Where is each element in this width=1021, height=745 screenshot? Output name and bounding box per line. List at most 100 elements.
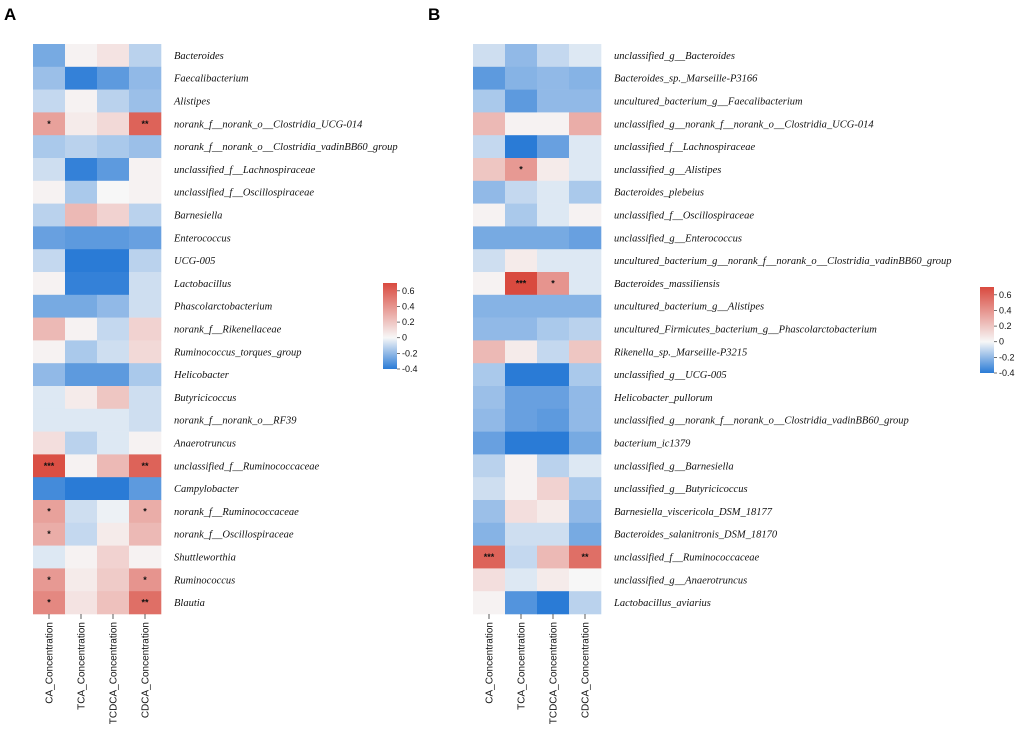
heatmap-cell: [537, 500, 570, 524]
heatmap-cell: [129, 477, 162, 501]
heatmap-cell: [505, 112, 538, 136]
row-label: uncultured_bacterium_g__norank_f__norank…: [614, 256, 952, 267]
heatmap-cell: [569, 158, 602, 182]
row-label: Blautia: [174, 598, 205, 609]
row-label: Bacteroides_massiliensis: [614, 279, 720, 290]
heatmap-cell: [505, 386, 538, 410]
row-label: unclassified_f__Oscillospiraceae: [614, 211, 754, 222]
heatmap-cell: [473, 340, 506, 364]
heatmap-cell: [505, 568, 538, 592]
heatmap-cell: [97, 226, 130, 250]
heatmap-cell: [537, 158, 570, 182]
heatmap-cell: [97, 340, 130, 364]
column-label: TCDCA_Concentration: [549, 622, 560, 724]
heatmap-cell: [129, 454, 162, 478]
heatmap-cell: [33, 477, 66, 501]
heatmap-cell: [65, 66, 98, 90]
heatmap-cell: [569, 386, 602, 410]
heatmap-cell: [65, 591, 98, 615]
row-label: Barnesiella: [174, 211, 222, 222]
row-label: uncultured_bacterium_g__Alistipes: [614, 302, 764, 313]
row-label: unclassified_f__Ruminococcaceae: [174, 461, 320, 472]
heatmap-cell: [33, 568, 66, 592]
heatmap-cell: [97, 44, 130, 68]
panel-letter-a: A: [4, 5, 16, 24]
heatmap-cell: [33, 112, 66, 136]
heatmap-cell: [97, 317, 130, 341]
row-label: Phascolarctobacterium: [173, 302, 273, 313]
heatmap-cell: [33, 44, 66, 68]
heatmap-cell: [65, 226, 98, 250]
legend-tick-label: 0.2: [402, 317, 415, 327]
heatmap-cell: [569, 89, 602, 113]
heatmap-cell: [505, 226, 538, 250]
heatmap-cell: [33, 89, 66, 113]
heatmap-cell: [97, 545, 130, 569]
heatmap-cell: [129, 66, 162, 90]
heatmap-cell: [569, 272, 602, 296]
heatmap-cell: [33, 66, 66, 90]
row-label: Helicobacter_pullorum: [613, 393, 713, 404]
heatmap-cell: [505, 454, 538, 478]
significance-mark: *: [519, 164, 523, 174]
heatmap-cell: [537, 408, 570, 432]
heatmap-cell: [65, 500, 98, 524]
heatmap-cell: [569, 226, 602, 250]
row-label: Campylobacter: [174, 484, 240, 495]
heatmap-panel-b: unclassified_g__Bacteroides Bacteroides_s…: [473, 44, 1015, 724]
heatmap-cell: [97, 477, 130, 501]
heatmap-cell: [33, 340, 66, 364]
heatmap-cell: [97, 500, 130, 524]
heatmap-cell: [569, 431, 602, 455]
column-label: TCDCA_Concentration: [109, 622, 120, 724]
heatmap-cell: [33, 408, 66, 432]
row-label: unclassified_f__Lachnospiraceae: [174, 165, 315, 176]
row-label: unclassified_g__Anaerotruncus: [614, 575, 747, 586]
column-label: CA_Concentration: [485, 622, 496, 704]
heatmap-cell: [65, 135, 98, 159]
heatmap-cell: [65, 545, 98, 569]
heatmap-cell: [505, 591, 538, 615]
heatmap-cell: [473, 363, 506, 387]
heatmap-cell: [569, 112, 602, 136]
heatmap-cell: [65, 44, 98, 68]
heatmap-cell: [129, 386, 162, 410]
heatmap-cell: [505, 294, 538, 318]
row-label: unclassified_g__UCG-005: [614, 370, 727, 381]
row-label: Ruminococcus_torques_group: [173, 347, 302, 358]
heatmap-cell: [505, 431, 538, 455]
row-label: bacterium_ic1379: [614, 439, 691, 450]
heatmap-cell: [505, 500, 538, 524]
heatmap-cell: [129, 431, 162, 455]
heatmap-cell: [65, 89, 98, 113]
heatmap-cell: [473, 226, 506, 250]
heatmap-cell: [473, 454, 506, 478]
legend-tick-label: -0.2: [402, 348, 418, 358]
heatmap-cell: [65, 158, 98, 182]
heatmap-cell: [569, 545, 602, 569]
heatmap-cell: [129, 363, 162, 387]
heatmap-cell: [129, 135, 162, 159]
significance-mark: *: [47, 575, 51, 585]
heatmap-cell: [97, 386, 130, 410]
legend-tick-label: 0.6: [999, 290, 1012, 300]
legend-tick-label: -0.2: [999, 352, 1015, 362]
heatmap-cell: [97, 294, 130, 318]
significance-mark: *: [47, 119, 51, 129]
heatmap-cell: [129, 89, 162, 113]
heatmap-cell: [33, 386, 66, 410]
heatmap-cell: [537, 386, 570, 410]
heatmap-cell: [505, 180, 538, 204]
heatmap-cell: [569, 66, 602, 90]
heatmap-cell: [97, 431, 130, 455]
heatmap-cell: [505, 522, 538, 546]
heatmap-cell: [129, 317, 162, 341]
heatmap-cell: [537, 454, 570, 478]
heatmap-cell: [473, 158, 506, 182]
heatmap-cell: [97, 135, 130, 159]
row-label: unclassified_f__Ruminococcaceae: [614, 553, 760, 564]
heatmap-cell: [97, 363, 130, 387]
heatmap-cell: [505, 340, 538, 364]
legend-tick-label: 0.4: [999, 305, 1012, 315]
